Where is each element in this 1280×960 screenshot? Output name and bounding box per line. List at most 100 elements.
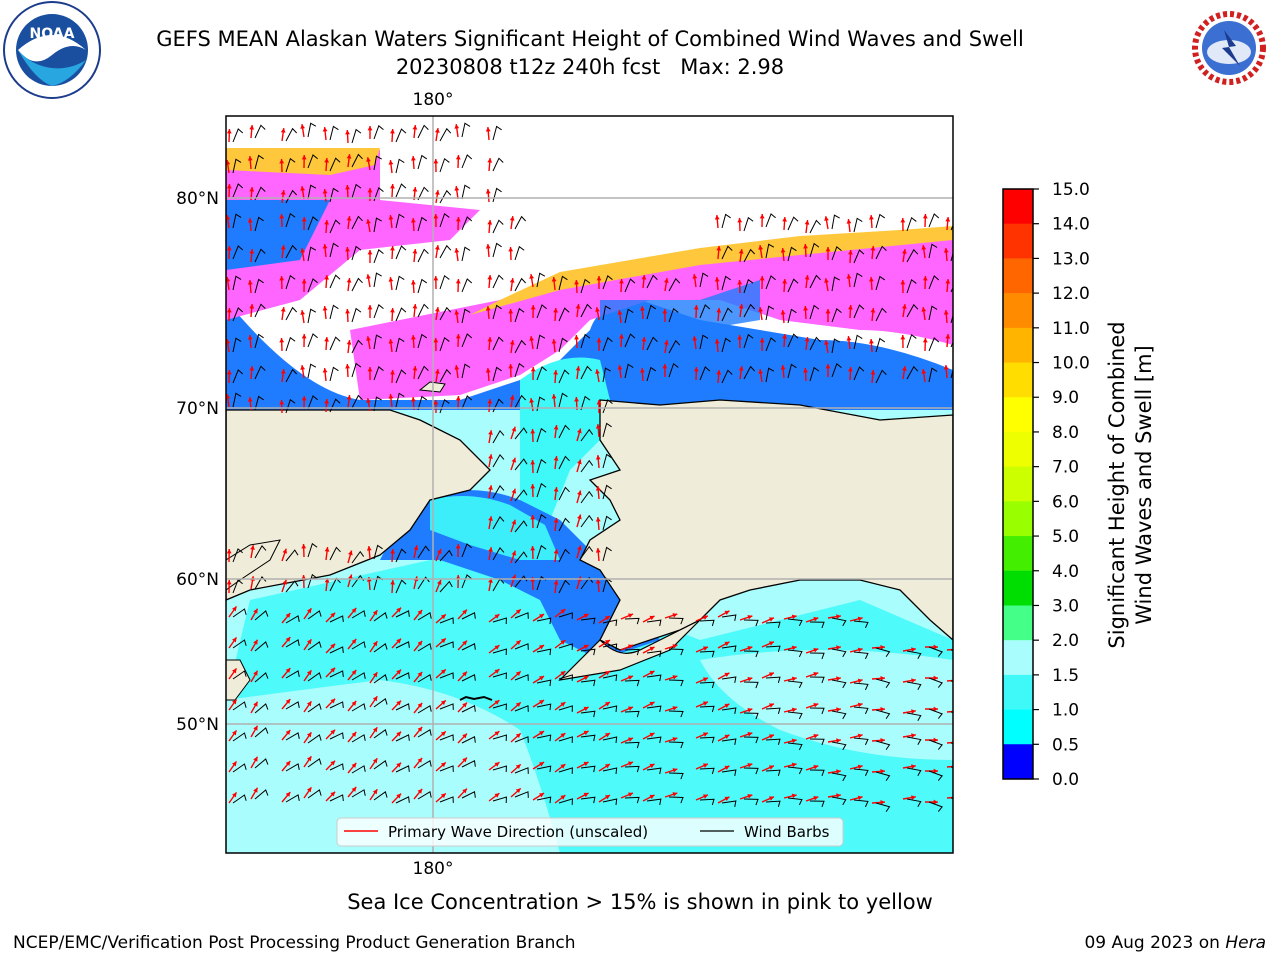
colorbar-tick-label: 6.0 bbox=[1052, 492, 1079, 512]
wave-direction-arrowhead bbox=[396, 731, 402, 737]
wave-direction-arrowhead bbox=[803, 244, 808, 249]
wind-barb bbox=[329, 546, 341, 561]
wave-direction-arrowhead bbox=[253, 608, 258, 614]
wave-direction-arrowhead bbox=[911, 733, 916, 738]
wind-barb bbox=[580, 648, 596, 656]
wind-barb bbox=[254, 365, 266, 380]
wave-direction-arrowhead bbox=[604, 640, 610, 645]
wave-direction-arrowhead bbox=[880, 675, 885, 681]
wave-direction-arrowhead bbox=[724, 796, 730, 802]
wind-barb bbox=[285, 794, 300, 803]
wave-direction-arrowhead bbox=[454, 186, 460, 191]
wave-direction-arrowhead bbox=[515, 702, 521, 708]
wind-barb bbox=[514, 612, 529, 619]
wave-direction-arrowhead bbox=[880, 737, 885, 743]
wave-direction-arrowhead bbox=[747, 763, 753, 768]
wave-direction-arrow bbox=[946, 765, 953, 768]
wave-direction-arrowhead bbox=[253, 639, 258, 645]
wind-barb bbox=[373, 249, 384, 264]
wind-barb bbox=[373, 728, 388, 739]
wave-direction-arrowhead bbox=[282, 548, 288, 554]
wave-direction-arrowhead bbox=[539, 676, 545, 681]
colorbar-tick-label: 0.0 bbox=[1052, 770, 1079, 790]
wave-direction-arrowhead bbox=[417, 702, 423, 708]
wave-direction-arrowhead bbox=[390, 246, 395, 251]
wave-direction-arrowhead bbox=[595, 424, 601, 429]
wind-barb bbox=[906, 767, 922, 777]
wave-direction-arrowhead bbox=[803, 368, 808, 373]
wind-barb bbox=[285, 244, 298, 259]
wind-barb bbox=[624, 679, 640, 687]
wind-barb bbox=[558, 767, 573, 774]
wave-direction-arrowhead bbox=[351, 786, 357, 792]
wind-barb bbox=[514, 427, 528, 440]
wind-barb bbox=[906, 303, 919, 318]
wind-barb bbox=[721, 245, 733, 260]
wave-direction-arrowhead bbox=[280, 190, 286, 195]
wind-barb bbox=[254, 124, 266, 139]
wave-direction-arrowhead bbox=[226, 277, 231, 282]
wind-barb bbox=[461, 122, 471, 138]
wave-direction-arrowhead bbox=[372, 641, 378, 647]
wind-barb bbox=[831, 363, 842, 378]
wind-barb bbox=[373, 217, 382, 233]
wind-barb bbox=[307, 363, 317, 379]
wind-barb bbox=[928, 305, 938, 321]
wind-barb bbox=[373, 759, 388, 770]
wind-barb bbox=[602, 305, 611, 321]
wave-direction-arrowhead bbox=[574, 280, 579, 285]
wave-direction-arrowhead bbox=[747, 794, 753, 799]
colorbar-tick-label: 0.5 bbox=[1052, 735, 1079, 755]
wave-direction-arrowhead bbox=[285, 668, 291, 673]
wave-direction-arrowhead bbox=[485, 244, 491, 249]
wave-direction-arrowhead bbox=[529, 398, 535, 403]
wind-barb bbox=[351, 362, 362, 378]
colorbar-segment bbox=[1003, 362, 1033, 398]
wave-direction-arrowhead bbox=[943, 365, 949, 370]
wave-direction-arrowhead bbox=[485, 127, 491, 132]
vector-field bbox=[226, 122, 953, 813]
wind-barb bbox=[232, 369, 244, 384]
wave-direction-arrowhead bbox=[791, 707, 797, 713]
wave-direction-arrowhead bbox=[619, 334, 624, 339]
wave-direction-arrowhead bbox=[672, 768, 678, 773]
wave-direction-arrowhead bbox=[487, 337, 493, 342]
wave-direction-arrowhead bbox=[922, 276, 928, 281]
wind-barb bbox=[580, 428, 594, 442]
wave-direction-arrowhead bbox=[716, 246, 722, 251]
wind-barb bbox=[254, 395, 264, 411]
wave-direction-arrowhead bbox=[285, 761, 291, 766]
wave-direction-arrowhead bbox=[911, 678, 916, 683]
wave-direction-arrowhead bbox=[617, 310, 623, 315]
wind-barb bbox=[536, 617, 552, 625]
wave-direction-arrowhead bbox=[454, 365, 460, 370]
wave-direction-arrowhead bbox=[433, 338, 439, 343]
wind-barb bbox=[514, 339, 527, 354]
wind-barb bbox=[307, 278, 318, 293]
lon-label-bottom: 180° bbox=[413, 859, 454, 879]
wave-direction-arrowhead bbox=[515, 671, 521, 677]
wave-direction-arrowhead bbox=[551, 339, 557, 344]
wind-barb bbox=[461, 395, 473, 410]
colorbar-segment bbox=[1003, 640, 1033, 676]
wind-barb bbox=[668, 339, 681, 354]
wind-barb bbox=[602, 767, 618, 775]
wave-direction-arrowhead bbox=[791, 762, 797, 768]
wave-direction-arrowhead bbox=[911, 764, 916, 769]
wave-direction-arrowhead bbox=[437, 579, 442, 585]
wave-direction-arrowhead bbox=[922, 338, 928, 343]
wind-barb bbox=[646, 650, 662, 658]
wind-barb bbox=[787, 742, 803, 751]
wind-barb bbox=[232, 732, 247, 742]
wave-direction-arrowhead bbox=[649, 701, 655, 707]
wave-direction-arrowhead bbox=[462, 702, 467, 708]
wind-barb bbox=[580, 514, 594, 528]
wind-barb bbox=[439, 734, 454, 741]
wave-direction-arrowhead bbox=[803, 306, 808, 311]
wave-direction-arrowhead bbox=[649, 794, 655, 800]
wind-barb bbox=[461, 246, 471, 262]
wind-barb bbox=[461, 154, 473, 169]
wind-barb bbox=[853, 737, 869, 746]
wind-barb bbox=[514, 551, 528, 564]
wave-direction-arrowhead bbox=[583, 792, 589, 798]
